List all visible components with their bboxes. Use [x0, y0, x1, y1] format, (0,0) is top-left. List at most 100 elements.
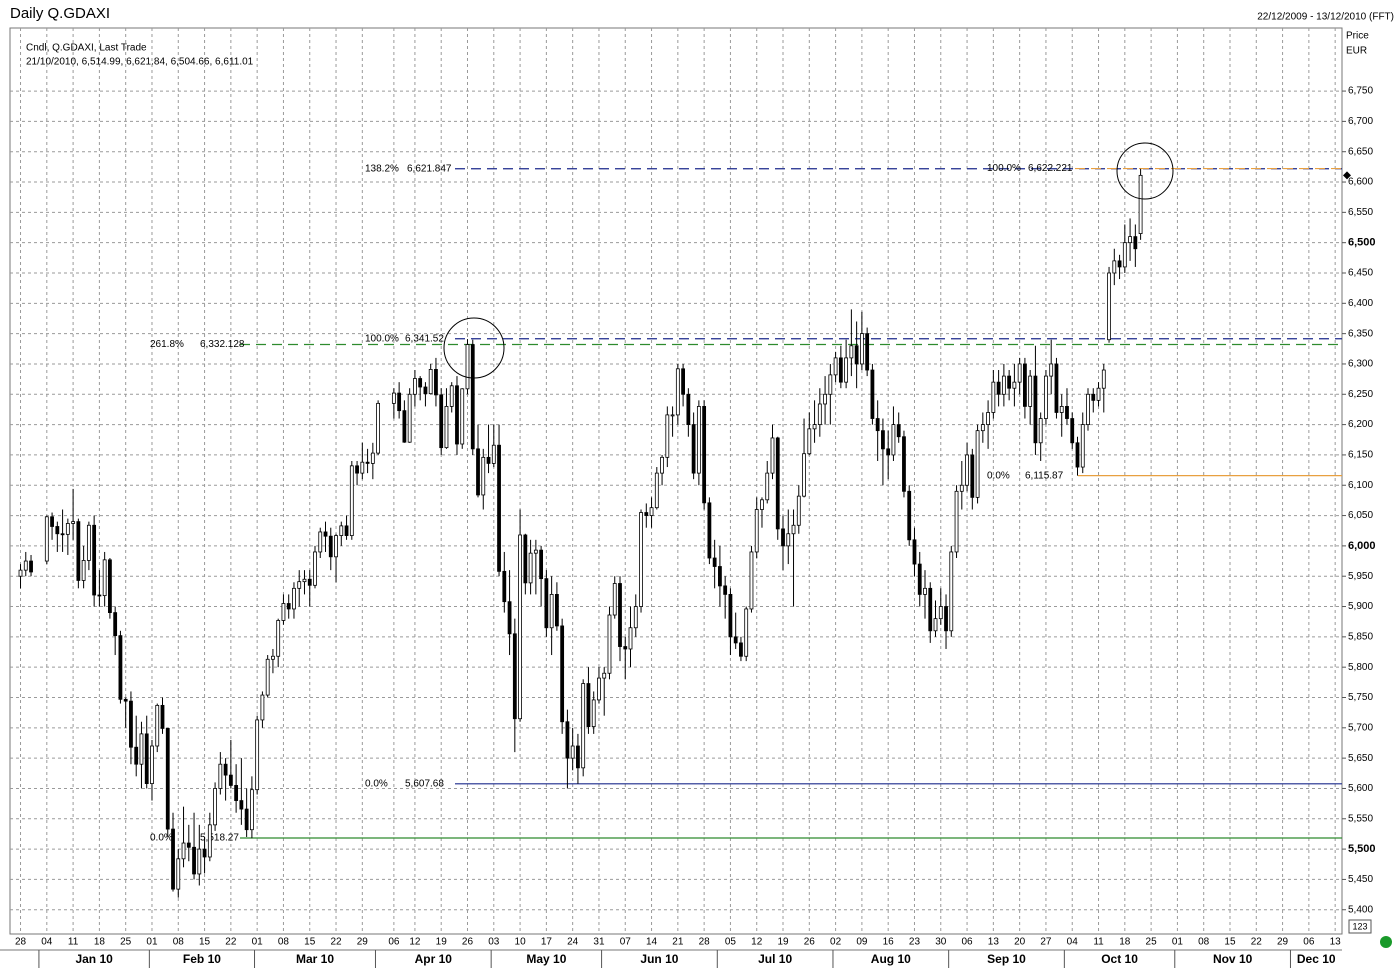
y-tick-label: 6,050 — [1348, 510, 1373, 521]
candle-body — [1023, 363, 1027, 407]
x-tick-label: 15 — [304, 937, 316, 948]
scale-button[interactable] — [1348, 919, 1372, 934]
candle-body — [881, 430, 885, 450]
candle-body — [681, 368, 685, 395]
candle-body — [817, 403, 822, 426]
x-tick-label: 24 — [567, 937, 579, 948]
candle-body — [670, 414, 675, 417]
candle-body — [654, 472, 659, 509]
candle-body — [118, 635, 123, 700]
candle-body — [749, 551, 754, 610]
candle-body — [218, 763, 223, 789]
candle-body — [570, 745, 575, 759]
candle-body — [691, 424, 696, 474]
x-tick-label: 28 — [15, 937, 27, 948]
candle-body — [160, 704, 165, 729]
candle-body — [76, 521, 81, 581]
y-tick-label: 6,500 — [1348, 237, 1376, 249]
candle-body — [491, 444, 496, 464]
month-label: Sep 10 — [987, 952, 1026, 966]
candle-body — [718, 566, 722, 587]
level-value: 5,518.27 — [200, 833, 239, 844]
candle-body — [938, 606, 943, 620]
x-tick-label: 06 — [388, 937, 400, 948]
candle-body — [244, 808, 249, 831]
candle-body — [113, 612, 118, 637]
x-tick-label: 06 — [1303, 937, 1315, 948]
candle-body — [65, 523, 70, 535]
x-tick-label: 31 — [593, 937, 605, 948]
candle-body — [954, 490, 959, 553]
level-percent: 100.0% — [365, 333, 399, 344]
x-tick-label: 01 — [252, 937, 264, 948]
y-tick-label: 6,400 — [1348, 298, 1373, 309]
candle-body — [544, 578, 549, 629]
candle-body — [928, 587, 933, 632]
x-tick-label: 15 — [1224, 937, 1236, 948]
candle-body — [497, 444, 501, 572]
marks: 138.2% 6,621.847 100.0% 6,622.221 100.0% 6,34… — [18, 163, 1342, 898]
candle-body — [1017, 363, 1022, 383]
x-tick-label: 13 — [988, 937, 1000, 948]
candle-body — [649, 507, 654, 516]
candle-body — [576, 745, 580, 769]
y-tick-label: 6,000 — [1348, 540, 1376, 552]
month-label: Aug 10 — [871, 952, 911, 966]
candle-body — [1038, 418, 1043, 444]
candle-body — [1075, 442, 1080, 468]
y-tick-label: 5,850 — [1348, 631, 1373, 642]
scale-button-label[interactable]: 123 — [1352, 921, 1367, 931]
month-label: Dec 10 — [1297, 952, 1336, 966]
candle-body — [260, 694, 265, 721]
candle-body — [186, 842, 191, 848]
candle-body — [870, 369, 875, 419]
candle-body — [791, 524, 796, 535]
candle-body — [744, 608, 749, 657]
x-tick-label: 10 — [515, 937, 527, 948]
candle-body — [896, 424, 901, 438]
y-tick-label: 6,100 — [1348, 480, 1373, 491]
candle-body — [281, 603, 286, 621]
candle-body — [207, 824, 212, 858]
candle-body — [807, 428, 812, 455]
candle-body — [581, 683, 586, 769]
y-tick-label: 5,950 — [1348, 571, 1373, 582]
candle-body — [97, 594, 102, 597]
y-tick-label: 6,700 — [1348, 116, 1373, 127]
candle-body — [975, 430, 980, 498]
candle-body — [554, 594, 559, 627]
candle-body — [1012, 381, 1017, 389]
candle-body — [565, 721, 570, 759]
y-tick-label: 5,700 — [1348, 722, 1373, 733]
month-label: Feb 10 — [183, 952, 221, 966]
candle-body — [712, 557, 717, 567]
candle-body — [933, 618, 938, 632]
y-tick-label: 6,600 — [1348, 177, 1373, 188]
x-tick-label: 18 — [94, 937, 106, 948]
candle-body — [249, 789, 254, 831]
candle-body — [144, 733, 149, 785]
candle-body — [607, 614, 612, 674]
candle-body — [171, 828, 175, 890]
level-value: 6,115.87 — [1025, 470, 1064, 481]
candle-body — [539, 549, 544, 580]
y-tick-label: 5,500 — [1348, 843, 1376, 855]
candle-body — [912, 539, 917, 565]
candle-body — [618, 583, 622, 647]
info-line: 21/10/2010, 6,514.99, 6,621.84, 6,504.66… — [26, 57, 254, 68]
x-tick-label: 26 — [804, 937, 816, 948]
y-tick-label: 5,400 — [1348, 904, 1373, 915]
x-tick-label: 11 — [1093, 937, 1104, 948]
candle-body — [476, 448, 480, 496]
y-tick-label: 6,300 — [1348, 359, 1373, 370]
candle-body — [1138, 174, 1143, 234]
candle-body — [123, 698, 128, 702]
candle-body — [844, 357, 849, 383]
candle-body — [1091, 393, 1096, 401]
candle-body — [223, 763, 228, 776]
candle-body — [796, 495, 801, 526]
candle-body — [597, 677, 601, 701]
highlight-circle — [1116, 142, 1174, 200]
